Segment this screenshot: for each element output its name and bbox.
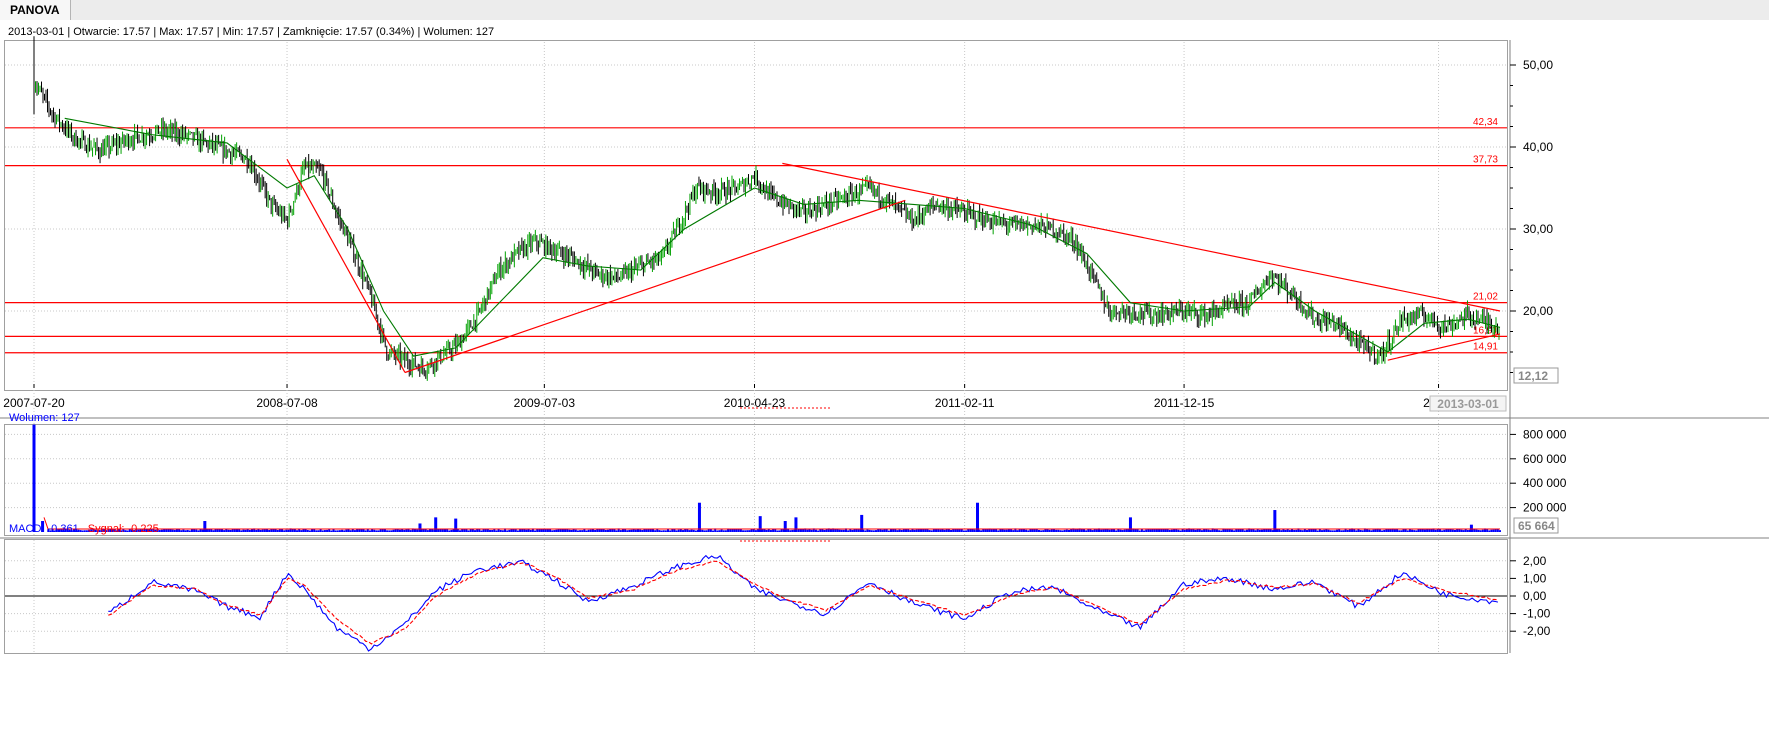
chart-background <box>0 20 1769 737</box>
macd-value: MACD: -0.361 <box>9 523 79 535</box>
volume-pane <box>32 424 1501 532</box>
volume-spike <box>434 517 438 532</box>
volume-spike <box>454 518 458 532</box>
volume-spike <box>976 502 980 532</box>
volume-spike <box>783 521 787 532</box>
x-tick-label: 2008-07-08 <box>256 396 318 410</box>
level-label: 14,91 <box>1473 342 1498 353</box>
current-date-box <box>1429 395 1507 412</box>
trend-line <box>286 159 406 373</box>
volume-spike <box>41 521 45 532</box>
current-price-label: 12,12 <box>1518 369 1548 383</box>
tab-panova[interactable]: PANOVA <box>0 0 71 20</box>
volume-spike <box>697 502 701 532</box>
volume-spike <box>418 523 422 532</box>
current-volume-box <box>1513 517 1559 534</box>
signal-line <box>108 560 1498 645</box>
volume-spike <box>1469 524 1473 532</box>
macd-tick-label: -1,00 <box>1523 607 1551 621</box>
chart-area[interactable]: 42,34 37,73 21,02 16,91 14,91 50,00 40,00 30,0… <box>0 20 1769 737</box>
volume-spike <box>32 424 36 532</box>
axes: 50,00 40,00 30,00 20,00 12,12 2007-07-20 2008-… <box>3 40 1567 653</box>
volume-spike <box>203 521 207 532</box>
x-tick-label: 2007-07-20 <box>3 396 65 410</box>
tab-bar: PANOVA <box>0 0 1769 21</box>
volume-spike <box>1128 517 1132 532</box>
volume-tick-label: 600 000 <box>1523 452 1567 466</box>
price-tick-label: 50,00 <box>1523 58 1553 72</box>
macd-tick-label: -2,00 <box>1523 624 1551 638</box>
current-date-label: 2013-03-01 <box>1437 397 1499 411</box>
current-volume-label: 65 664 <box>1518 519 1555 533</box>
trend-line <box>782 162 1501 312</box>
x-tick-label: 2011-12-15 <box>1154 396 1215 410</box>
level-label: 21,02 <box>1473 292 1498 303</box>
price-tick-label: 20,00 <box>1523 304 1553 318</box>
volume-average-line <box>43 517 1500 530</box>
volume-spike <box>794 517 798 532</box>
price-tick-label: 30,00 <box>1523 222 1553 236</box>
volume-label: Wolumen: 127 <box>9 412 80 424</box>
macd-label: MACD: -0.361 Sygnał: -0.225 <box>9 523 159 535</box>
price-tick-label: 40,00 <box>1523 140 1553 154</box>
volume-spike <box>1273 510 1277 532</box>
pane-frame-2 <box>4 539 1508 654</box>
volume-spike <box>860 514 864 532</box>
volume-tick-label: 400 000 <box>1523 476 1567 490</box>
price-pane: 42,34 37,73 21,02 16,91 14,91 <box>5 36 1507 381</box>
trend-line <box>1387 333 1501 361</box>
x-tick-label: 2010-04-23 <box>724 396 786 410</box>
level-label: 16,91 <box>1473 325 1498 336</box>
signal-value: Sygnał: -0.225 <box>88 523 159 535</box>
ohlc-info-line: 2013-03-01 | Otwarcie: 17.57 | Max: 17.5… <box>8 26 494 38</box>
macd-tick-label: 2,00 <box>1523 554 1547 568</box>
macd-tick-label: 0,00 <box>1523 589 1547 603</box>
sma-line <box>64 117 1501 357</box>
trend-line <box>404 199 906 374</box>
level-label: 37,73 <box>1473 155 1498 166</box>
volume-spike <box>758 516 762 532</box>
current-price-box <box>1513 367 1559 384</box>
x-tick-label: 2011-02-11 <box>935 396 995 410</box>
grid-lines <box>0 40 1769 654</box>
volume-tick-label: 800 000 <box>1523 427 1567 441</box>
macd-pane <box>5 554 1507 652</box>
pane-frame-1 <box>4 424 1508 536</box>
volume-tick-label: 200 000 <box>1523 501 1567 515</box>
macd-tick-label: 1,00 <box>1523 571 1547 585</box>
level-label: 42,34 <box>1473 117 1498 128</box>
x-tick-label: 2009-07-03 <box>514 396 576 410</box>
pane-frame-0 <box>4 40 1508 391</box>
